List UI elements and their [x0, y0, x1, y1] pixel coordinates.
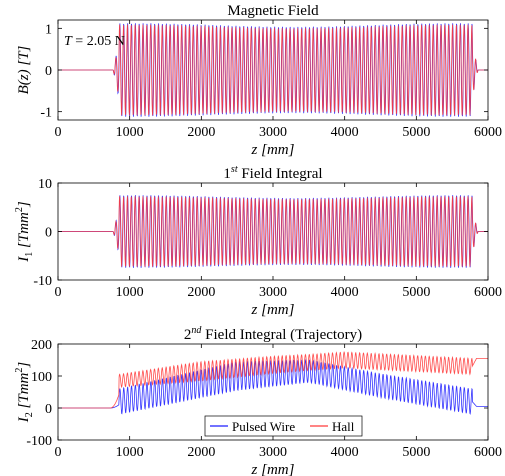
- panel-3: 0 1000 2000 3000 4000 5000 6000-10001002002nd …: [14, 325, 502, 476]
- x-axis-label: z [mm]: [251, 462, 295, 476]
- x-tick-label: 4000: [331, 125, 359, 140]
- y-tick-label: -10: [33, 274, 52, 289]
- x-tick-label: 2000: [187, 285, 215, 300]
- y-tick-label: 1: [45, 22, 52, 37]
- legend-label-hall: Hall: [332, 419, 355, 434]
- y-axis-label: I1 [Tmm2]: [14, 201, 35, 263]
- chart-title: Magnetic Field: [227, 3, 319, 19]
- y-tick-label: 200: [31, 338, 52, 353]
- x-tick-label: 1000: [116, 445, 144, 460]
- x-tick-label: 3000: [259, 125, 287, 140]
- series-pulsed-wire: [58, 358, 488, 415]
- series-hall: [58, 196, 488, 267]
- x-tick-label: 5000: [402, 125, 430, 140]
- x-tick-label: 5000: [402, 445, 430, 460]
- x-axis-label: z [mm]: [251, 142, 295, 158]
- x-tick-label: 1000: [116, 285, 144, 300]
- series-hall: [58, 351, 488, 409]
- x-tick-label: 6000: [474, 125, 502, 140]
- x-tick-label: 5000: [402, 285, 430, 300]
- y-tick-label: 100: [31, 370, 52, 385]
- legend-box: [204, 415, 363, 437]
- y-tick-label: 0: [45, 64, 52, 79]
- legend: Pulsed Wire Hall: [204, 415, 363, 437]
- chart-title: 1st Field Integral: [223, 164, 322, 182]
- x-tick-label: 6000: [474, 285, 502, 300]
- y-tick-label: -1: [40, 106, 52, 121]
- x-tick-label: 2000: [187, 125, 215, 140]
- x-tick-label: 2000: [187, 445, 215, 460]
- y-axis-label: I2 [Tmm2]: [14, 362, 35, 424]
- y-tick-label: 0: [45, 402, 52, 417]
- x-tick-label: 0: [55, 285, 62, 300]
- x-tick-label: 3000: [259, 285, 287, 300]
- x-tick-label: 0: [55, 125, 62, 140]
- chart-title: 2nd Field Integral (Trajectory): [184, 325, 362, 343]
- series-hall: [58, 24, 488, 116]
- y-tick-label: 10: [38, 177, 52, 192]
- x-tick-label: 4000: [331, 285, 359, 300]
- plot-area: [58, 195, 488, 268]
- x-axis-label: z [mm]: [251, 302, 295, 318]
- legend-label-pulsed-wire: Pulsed Wire: [232, 419, 295, 434]
- y-axis-label: B(z) [T]: [16, 45, 32, 94]
- x-tick-label: 4000: [331, 445, 359, 460]
- y-tick-label: -100: [26, 434, 52, 449]
- x-tick-label: 1000: [116, 125, 144, 140]
- annotation: T = 2.05 N: [64, 34, 125, 49]
- x-tick-label: 3000: [259, 445, 287, 460]
- y-tick-label: 0: [45, 226, 52, 241]
- x-tick-label: 6000: [474, 445, 502, 460]
- plot-area: [58, 351, 488, 415]
- x-tick-label: 0: [55, 445, 62, 460]
